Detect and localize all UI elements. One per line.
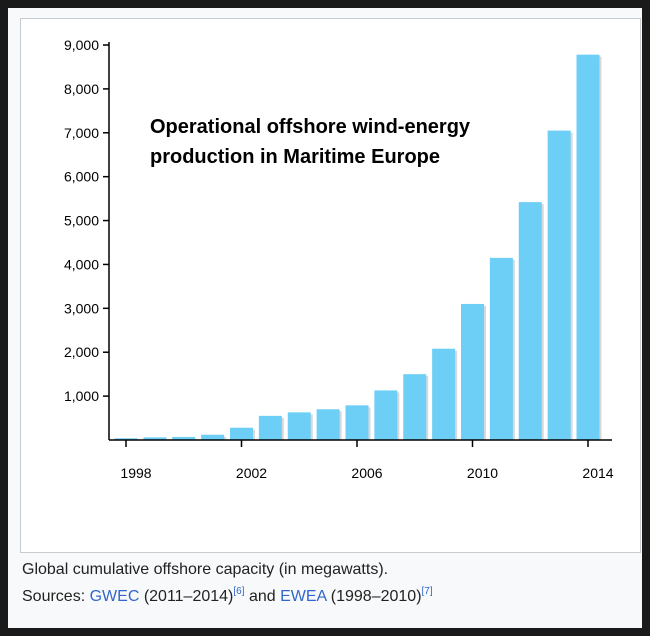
bar-2009 [432,348,456,440]
caption-sources: Sources: GWEC (2011–2014)[6] and EWEA (1… [22,583,632,610]
bar-2002 [230,427,253,440]
gwec-range: (2011–2014) [139,588,234,605]
figure-caption: Global cumulative offshore capacity (in … [22,556,632,610]
chart-title: Operational offshore wind-energy product… [150,116,471,168]
y-tick-label: 6,000 [64,169,99,185]
x-tick-label: 2002 [236,465,267,481]
bar-2006 [345,405,369,440]
sources-label: Sources: [22,588,90,605]
reference-7-link[interactable]: [7] [421,586,433,597]
and-text: and [244,588,281,605]
x-tick-label: 2010 [467,465,498,481]
bar-2011 [489,257,513,440]
y-tick-label: 8,000 [64,81,99,97]
gwec-link[interactable]: GWEC [89,588,140,605]
y-tick-label: 9,000 [64,37,99,53]
y-tick-label: 3,000 [64,300,99,316]
y-tick-label: 7,000 [64,125,99,141]
bar-2014 [576,54,600,441]
bar-2003 [258,415,282,440]
reference-6-link[interactable]: [6] [233,586,245,597]
bar-2004 [287,412,311,440]
y-tick-label: 5,000 [64,213,99,229]
x-tick-label: 2006 [351,465,382,481]
bar-2008 [403,374,427,440]
y-tick-label: 2,000 [64,344,99,360]
ewea-range: (1998–2010) [326,588,422,605]
x-tick-label: 2014 [582,465,613,481]
bar-1998 [114,438,138,440]
x-axis: 1998 2002 2006 2010 2014 [120,440,614,481]
bars [114,54,602,441]
y-tick-label: 4,000 [64,256,99,272]
caption-line: Global cumulative offshore capacity (in … [22,561,389,578]
bar-1999 [143,437,167,440]
y-tick-label: 1,000 [64,388,99,404]
ewea-link[interactable]: EWEA [280,588,327,605]
bar-2012 [518,202,542,440]
bar-2007 [374,390,398,440]
bar-2013 [547,130,571,441]
bar-2001 [201,434,225,440]
x-tick-label: 1998 [120,465,151,481]
y-axis: 1,000 2,000 3,000 4,000 5,000 6,000 7,000 8,000… [64,37,109,404]
bar-2010 [461,303,484,440]
bar-2000 [172,436,196,440]
bar-2005 [316,409,340,440]
